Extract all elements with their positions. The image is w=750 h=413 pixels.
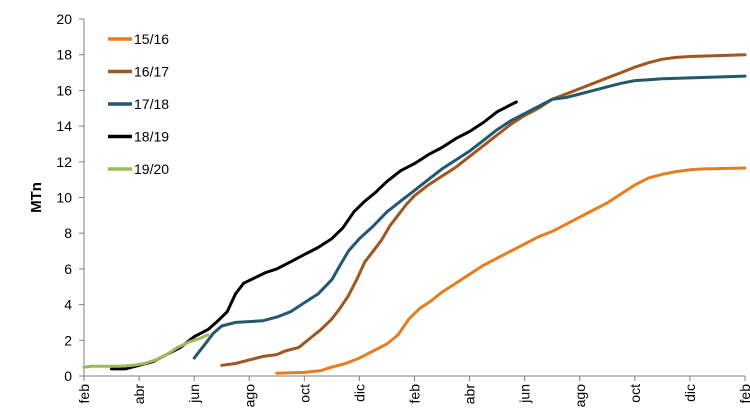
y-axis-title: MTn	[28, 182, 45, 213]
x-tick-label: jun	[517, 384, 533, 404]
legend-label: 17/18	[134, 96, 169, 112]
x-tick-label: ago	[572, 384, 588, 408]
x-tick-label: oct	[296, 384, 312, 403]
x-tick-label: abr	[462, 384, 478, 405]
legend-label: 15/16	[134, 31, 169, 47]
y-tick-label: 6	[64, 261, 72, 277]
y-tick-label: 14	[56, 118, 72, 134]
y-tick-label: 0	[64, 368, 72, 384]
legend-label: 18/19	[134, 129, 169, 145]
x-tick-label: dic	[682, 384, 698, 402]
y-tick-label: 12	[56, 154, 72, 170]
series-line-19-20	[82, 333, 210, 369]
y-tick-label: 16	[56, 82, 72, 98]
x-tick-label: ago	[241, 384, 257, 408]
series-line-15-16	[275, 166, 747, 375]
series-line-16-17	[220, 53, 747, 367]
y-tick-label: 10	[56, 190, 72, 206]
x-tick-label: dic	[351, 384, 367, 402]
x-tick-label: feb	[407, 384, 423, 404]
series-layer	[82, 53, 747, 375]
legend-label: 19/20	[134, 161, 169, 177]
series-line-18-19	[110, 100, 518, 371]
y-tick-label: 2	[64, 332, 72, 348]
legend: 15/16 16/17 17/18 18/19 19/20	[108, 31, 169, 177]
y-tick-label: 18	[56, 47, 72, 63]
x-tick-label: feb	[737, 384, 750, 404]
x-tick-label: oct	[627, 384, 643, 403]
axes: 0 2 4 6 8 10 12 14 16 18 20 MTn feb abr jun ago oct dic fe…	[28, 11, 750, 407]
y-tick-label: 8	[64, 225, 72, 241]
y-tick-label: 4	[64, 297, 72, 313]
series-line-17-18	[192, 74, 747, 360]
y-tick-label: 20	[56, 11, 72, 27]
x-tick-label: jun	[186, 384, 202, 404]
x-tick-label: feb	[76, 384, 92, 404]
legend-label: 16/17	[134, 64, 169, 80]
x-tick-label: abr	[131, 384, 147, 405]
